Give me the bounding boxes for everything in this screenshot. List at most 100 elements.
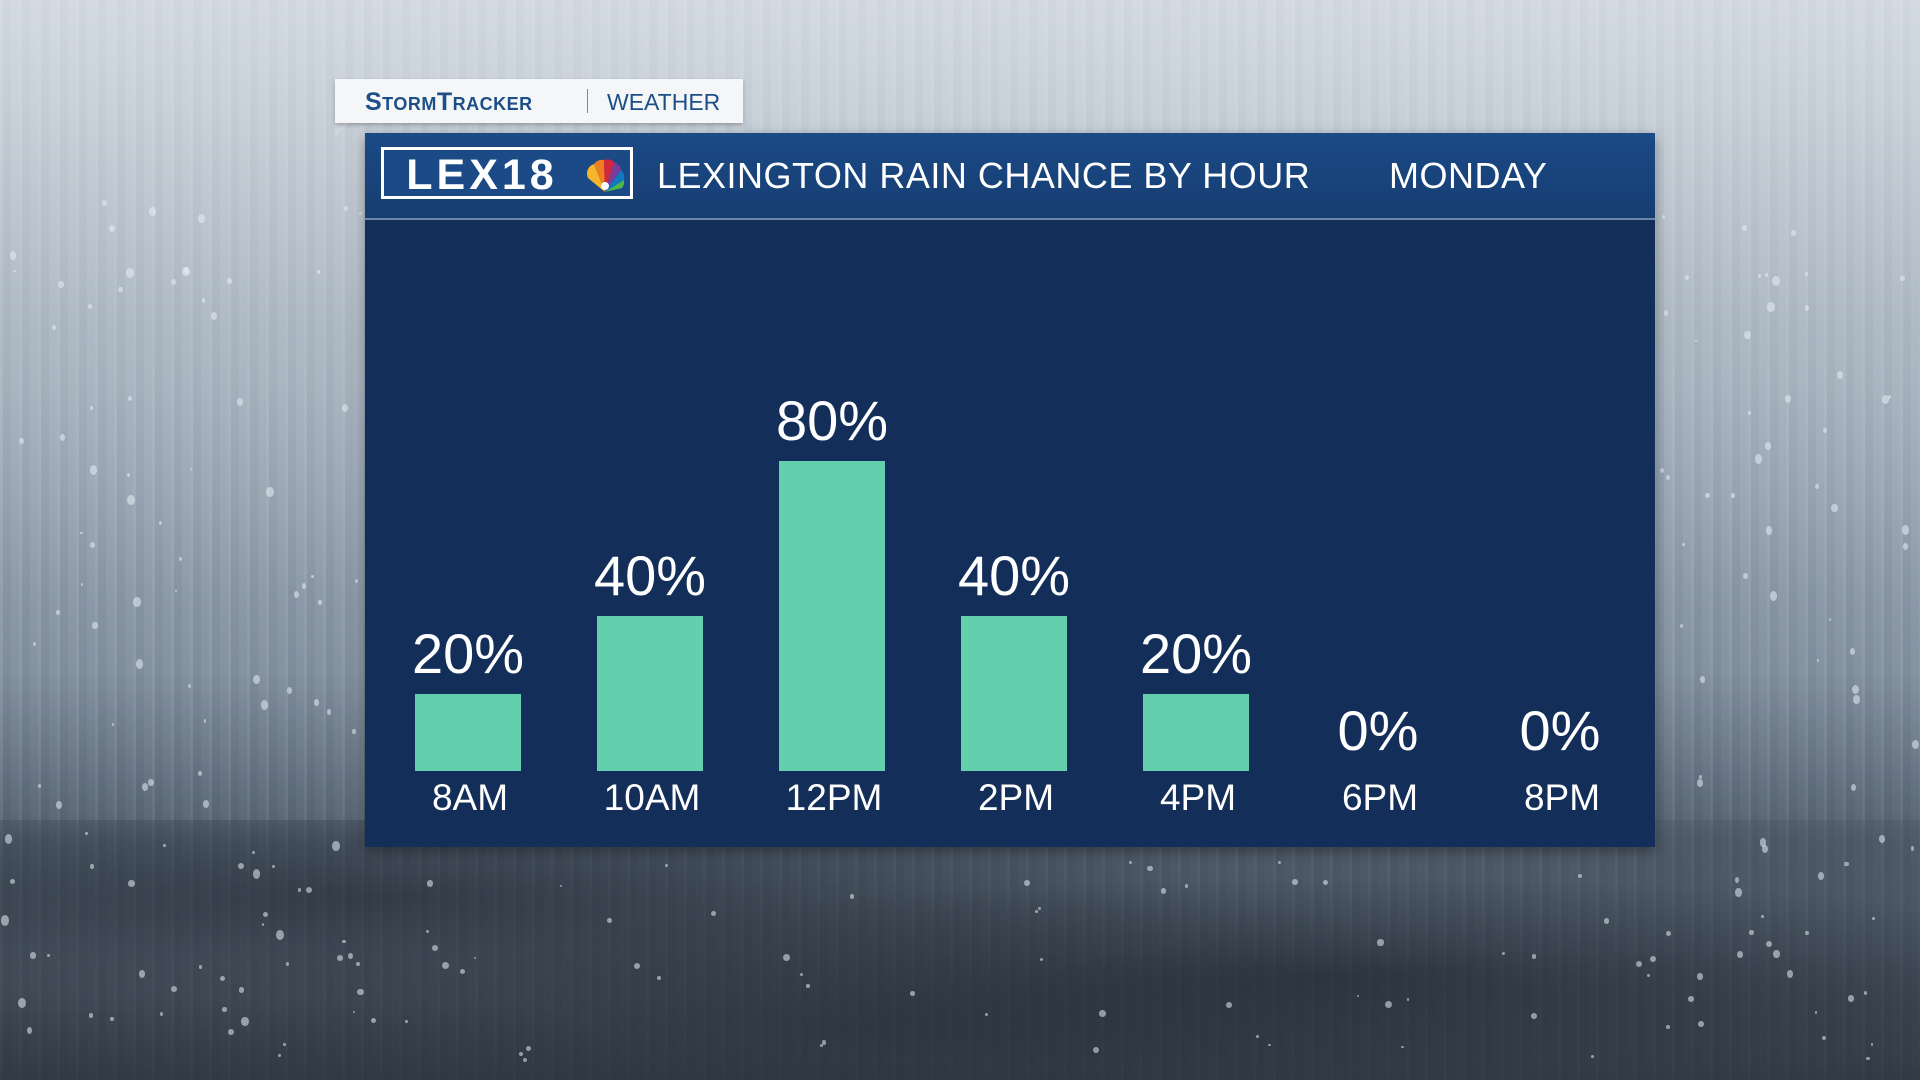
raindrop: [18, 437, 24, 445]
raindrop: [342, 939, 346, 943]
raindrop: [1660, 468, 1665, 474]
raindrop: [203, 719, 207, 723]
raindrop: [178, 556, 183, 561]
raindrop: [821, 1040, 827, 1045]
raindrop: [526, 1046, 532, 1052]
raindrop: [294, 591, 300, 598]
raindrop: [1757, 274, 1761, 278]
raindrop: [46, 954, 51, 958]
raindrop: [318, 600, 322, 605]
hour-label-8pm: 8PM: [1523, 777, 1601, 818]
value-label-4pm: 20%: [1139, 621, 1253, 685]
raindrop: [519, 1052, 524, 1057]
value-label-12pm: 80%: [775, 389, 889, 452]
raindrop: [799, 973, 803, 977]
raindrop: [132, 596, 141, 608]
chart-title: LEXINGTON RAIN CHANCE BY HOUR: [657, 155, 1311, 196]
raindrop: [228, 1029, 235, 1036]
raindrop: [370, 1017, 377, 1024]
raindrop: [126, 472, 130, 477]
raindrop: [262, 911, 269, 918]
raindrop: [1663, 310, 1668, 316]
raindrop: [1785, 395, 1792, 403]
bar-2pm: [961, 616, 1067, 771]
raindrop: [337, 955, 344, 961]
value-label-8pm: 0%: [1519, 699, 1601, 762]
raindrop: [1577, 873, 1582, 878]
raindrop: [9, 251, 17, 260]
raindrop: [32, 641, 36, 647]
raindrop: [9, 879, 15, 885]
raindrop: [1697, 1021, 1704, 1028]
raindrop: [1735, 877, 1740, 883]
raindrop: [1742, 572, 1748, 579]
raindrop: [1764, 441, 1772, 451]
hour-label-12pm: 12PM: [785, 777, 883, 818]
raindrop: [1591, 1054, 1594, 1058]
raindrop: [1406, 998, 1410, 1001]
raindrop: [13, 269, 16, 273]
raindrop: [253, 674, 261, 684]
raindrop: [1034, 909, 1038, 913]
raindrop: [357, 988, 364, 996]
raindrop: [1767, 302, 1775, 312]
raindrop: [27, 1026, 33, 1034]
raindrop: [135, 658, 144, 669]
raindrop: [710, 911, 716, 917]
raindrop: [1696, 779, 1703, 788]
raindrop: [1804, 931, 1809, 936]
raindrop: [236, 397, 244, 407]
raindrop: [4, 834, 12, 844]
rain-chance-panel: LEX18 LEXINGTON RAIN CHANCE BY HOUR MOND…: [365, 133, 1655, 847]
raindrop: [1666, 475, 1671, 481]
raindrop: [1887, 394, 1891, 399]
raindrop: [92, 622, 98, 629]
weather-section-label: WEATHER: [607, 89, 721, 115]
raindrop: [806, 984, 810, 988]
raindrop: [1, 915, 10, 926]
raindrop: [473, 956, 476, 959]
raindrop: [1814, 1011, 1818, 1014]
raindrop: [109, 225, 116, 233]
raindrop: [344, 205, 349, 212]
raindrop: [198, 771, 202, 776]
raindrop: [984, 1012, 989, 1017]
raindrop: [197, 214, 205, 223]
raindrop: [56, 610, 61, 616]
raindrop: [664, 863, 669, 867]
raindrop: [522, 1057, 527, 1063]
raindrop: [202, 800, 210, 808]
raindrop: [1850, 783, 1857, 791]
raindrop: [219, 975, 225, 982]
bar-10am: [597, 616, 703, 771]
raindrop: [1772, 276, 1781, 287]
raindrop: [1804, 305, 1809, 311]
raindrop: [1816, 659, 1819, 663]
raindrop: [163, 843, 166, 847]
raindrop: [1679, 623, 1683, 629]
raindrop: [820, 1044, 824, 1047]
raindrop: [241, 1016, 249, 1027]
raindrop: [1773, 950, 1780, 959]
raindrop: [272, 865, 276, 869]
raindrop: [1737, 950, 1744, 959]
hour-label-8am: 8AM: [431, 777, 509, 818]
raindrop: [1761, 914, 1764, 919]
raindrop: [783, 953, 790, 961]
raindrop: [139, 970, 146, 979]
raindrop: [1849, 648, 1855, 655]
raindrop: [1817, 871, 1825, 880]
raindrop: [1851, 684, 1859, 695]
raindrop: [1903, 543, 1909, 550]
raindrop: [1828, 617, 1832, 621]
raindrop: [1092, 1047, 1099, 1054]
raindrop: [1278, 860, 1282, 864]
raindrop: [1759, 838, 1767, 847]
raindrop: [1747, 410, 1752, 416]
raindrop: [262, 923, 265, 927]
raindrop: [348, 953, 353, 959]
raindrop: [607, 917, 613, 924]
lex18-logo: LEX18: [381, 147, 633, 199]
raindrop: [426, 880, 434, 887]
raindrop: [260, 700, 269, 711]
